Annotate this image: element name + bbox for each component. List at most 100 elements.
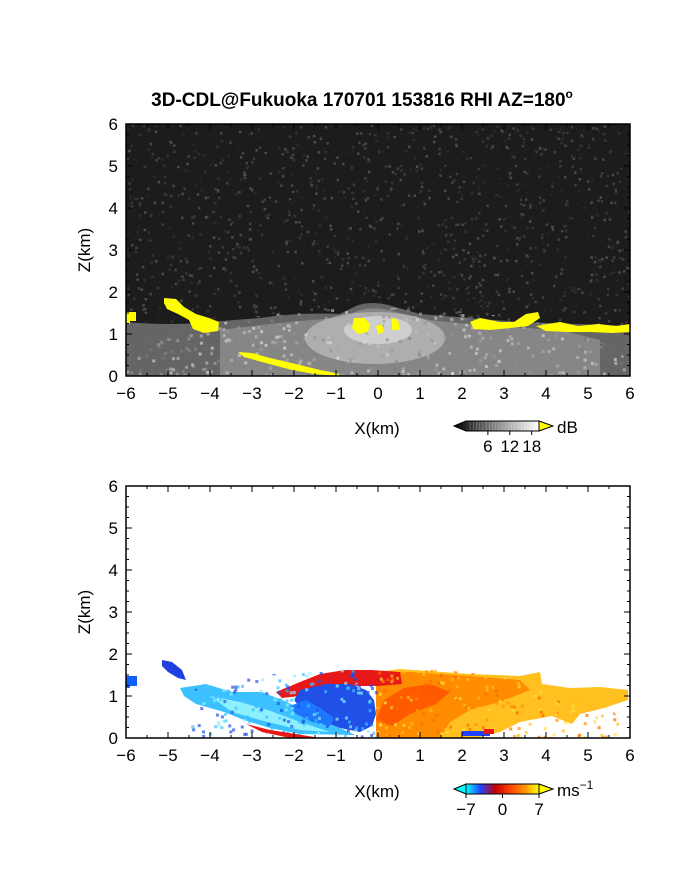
noise-pixel xyxy=(593,205,596,209)
noise-pixel xyxy=(558,318,562,322)
noise-pixel xyxy=(482,228,485,232)
echo-pixel xyxy=(358,342,362,346)
velocity-xlabel: X(km) xyxy=(354,782,399,801)
noise-pixel xyxy=(333,256,336,259)
x-tick-label: 1 xyxy=(415,384,424,403)
noise-pixel xyxy=(571,217,575,221)
noise-pixel xyxy=(457,190,461,194)
echo-pixel xyxy=(398,339,402,343)
velocity-pixel xyxy=(378,723,382,727)
noise-pixel xyxy=(161,158,164,161)
echo-pixel xyxy=(225,329,229,333)
velocity-pixel xyxy=(200,707,204,711)
noise-pixel xyxy=(564,229,568,233)
noise-pixel xyxy=(590,201,593,204)
noise-pixel xyxy=(260,233,264,237)
velocity-pixel xyxy=(342,687,346,691)
noise-pixel xyxy=(247,248,251,252)
velocity-pixel xyxy=(265,692,269,696)
echo-pixel xyxy=(471,326,475,330)
noise-pixel xyxy=(166,255,170,258)
velocity-pixel xyxy=(230,701,234,705)
noise-pixel xyxy=(179,259,183,263)
noise-pixel xyxy=(439,168,442,172)
noise-pixel xyxy=(172,169,175,173)
velocity-pixel xyxy=(409,698,413,702)
noise-pixel xyxy=(509,176,513,180)
noise-pixel xyxy=(368,224,372,228)
noise-pixel xyxy=(525,131,529,135)
noise-pixel xyxy=(454,138,458,141)
velocity-pixel xyxy=(410,722,414,726)
noise-pixel xyxy=(147,128,151,132)
noise-pixel xyxy=(324,215,328,219)
noise-pixel xyxy=(619,256,622,260)
noise-pixel xyxy=(603,125,607,128)
noise-pixel xyxy=(326,303,329,307)
noise-pixel xyxy=(169,138,173,141)
noise-pixel xyxy=(322,295,325,299)
noise-pixel xyxy=(329,228,333,231)
noise-pixel xyxy=(407,306,410,309)
velocity-pixel xyxy=(455,684,459,688)
noise-pixel xyxy=(174,268,177,272)
velocity-pixel xyxy=(242,711,246,715)
echo-pixel xyxy=(547,350,551,354)
noise-pixel xyxy=(562,131,565,135)
echo-pixel xyxy=(290,353,294,357)
echo-pixel xyxy=(227,329,231,333)
echo-pixel xyxy=(218,327,222,331)
echo-pixel xyxy=(430,339,434,343)
noise-pixel xyxy=(162,164,166,167)
noise-pixel xyxy=(248,222,252,226)
velocity-pixel xyxy=(304,689,308,693)
velocity-pixel xyxy=(401,731,405,735)
noise-pixel xyxy=(390,222,394,226)
echo-pixel xyxy=(385,353,389,357)
noise-pixel xyxy=(291,190,295,194)
velocity-pixel xyxy=(354,682,358,686)
noise-pixel xyxy=(542,147,546,151)
noise-pixel xyxy=(365,180,369,183)
velocity-pixel xyxy=(525,698,529,702)
noise-pixel xyxy=(469,186,472,190)
noise-pixel xyxy=(311,280,315,283)
noise-pixel xyxy=(351,281,354,284)
velocity-pixel xyxy=(600,714,604,718)
noise-pixel xyxy=(616,241,619,245)
velocity-pixel xyxy=(315,708,319,712)
noise-pixel xyxy=(329,236,332,239)
reflectivity-ticks xyxy=(125,123,631,377)
noise-pixel xyxy=(311,243,315,246)
noise-pixel xyxy=(529,293,533,296)
echo-pixel xyxy=(185,347,189,351)
noise-pixel xyxy=(310,308,314,311)
noise-pixel xyxy=(153,201,157,204)
noise-pixel xyxy=(238,291,241,295)
echo-pixel xyxy=(401,370,405,374)
noise-pixel xyxy=(294,126,298,129)
velocity-pixel xyxy=(340,669,344,673)
noise-pixel xyxy=(257,228,260,232)
x-tick-label: 0 xyxy=(373,746,382,765)
noise-pixel xyxy=(535,203,539,207)
x-tick-label: −6 xyxy=(116,384,135,403)
noise-pixel xyxy=(540,236,544,240)
velocity-pixel xyxy=(290,712,294,716)
noise-pixel xyxy=(620,322,624,326)
velocity-pixel xyxy=(247,678,251,682)
echo-pixel xyxy=(498,349,502,353)
noise-pixel xyxy=(237,246,241,249)
velocity-pixel xyxy=(543,735,547,738)
noise-pixel xyxy=(237,300,240,304)
noise-pixel xyxy=(607,245,611,249)
noise-pixel xyxy=(478,128,482,131)
velocity-pixel xyxy=(284,708,288,712)
noise-pixel xyxy=(301,262,304,265)
noise-pixel xyxy=(213,316,216,319)
echo-pixel xyxy=(256,334,260,338)
noise-pixel xyxy=(284,282,287,286)
noise-pixel xyxy=(541,233,545,237)
noise-pixel xyxy=(169,141,173,144)
echo-pixel xyxy=(237,353,241,357)
